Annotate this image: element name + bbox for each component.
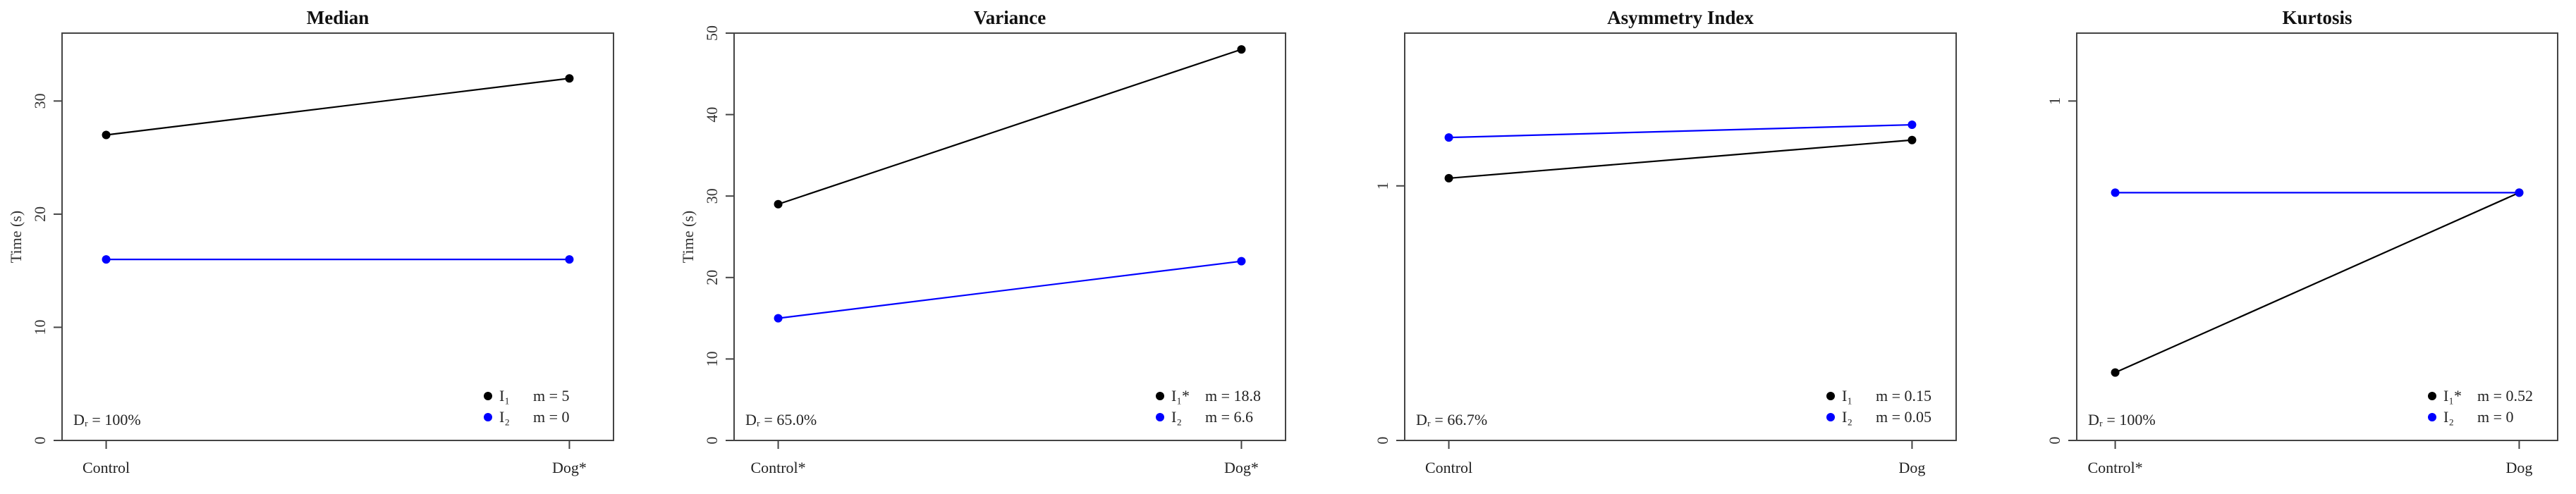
y-tick-label: 20: [703, 270, 721, 285]
y-tick-label: 1: [2046, 97, 2063, 105]
data-point: [102, 255, 111, 264]
y-tick-label: 1: [1374, 182, 1391, 190]
legend-marker: [2428, 392, 2436, 400]
legend-label: I₁*: [1171, 387, 1190, 405]
chart-title: Asymmetry Index: [1607, 7, 1754, 28]
y-tick-label: 0: [2046, 437, 2063, 445]
dr-label: Dᵣ = 66.7%: [1416, 411, 1487, 428]
dr-label: Dᵣ = 65.0%: [745, 411, 817, 428]
x-tick-label: Dog*: [1224, 459, 1259, 476]
data-point: [565, 255, 574, 264]
data-point: [1907, 121, 1917, 130]
chart-title: Variance: [974, 7, 1046, 28]
chart-title: Median: [307, 7, 370, 28]
legend-label: I₂: [2443, 408, 2454, 426]
chart-panel-4: Kurtosis 0 1 Control* Dog Dᵣ = 100% I₁* m = 0.5…: [2046, 7, 2558, 476]
y-axis-label: Time (s): [679, 211, 697, 263]
x-tick-label: Control*: [750, 459, 805, 476]
data-point: [774, 314, 783, 323]
y-tick-label: 0: [1374, 437, 1391, 445]
data-point: [1237, 45, 1246, 54]
x-tick-label: Control*: [2087, 459, 2142, 476]
data-point: [1907, 135, 1917, 144]
chart-title: Kurtosis: [2282, 7, 2352, 28]
legend-marker: [1826, 413, 1835, 421]
legend-marker: [1156, 413, 1164, 421]
y-tick-label: 0: [703, 437, 721, 445]
legend-label: I₂: [1842, 408, 1852, 426]
legend-m-value: m = 0: [533, 408, 570, 426]
y-tick-label: 10: [703, 351, 721, 366]
legend-marker: [484, 413, 492, 421]
series-line-1: [106, 78, 570, 136]
legend-m-value: m = 0.05: [1876, 408, 1931, 426]
data-point: [1237, 257, 1246, 266]
plot-frame: [61, 32, 614, 441]
legend-m-value: m = 18.8: [1205, 387, 1261, 405]
series-line-1: [2115, 192, 2520, 373]
y-axis-label: Time (s): [7, 211, 25, 263]
chart-panel-3: Asymmetry Index 0 1 Control Dog Dᵣ = 66.7% I₁ m…: [1374, 7, 1957, 476]
legend-m-value: m = 6.6: [1205, 408, 1253, 426]
data-point: [565, 74, 574, 83]
x-tick-label: Dog: [2505, 459, 2532, 476]
y-tick-label: 30: [31, 93, 49, 109]
x-tick-label: Dog: [1898, 459, 1925, 476]
legend-m-value: m = 5: [533, 387, 570, 405]
legend-m-value: m = 0.15: [1876, 387, 1931, 405]
legend-m-value: m = 0: [2477, 408, 2514, 426]
dr-label: Dᵣ = 100%: [73, 411, 141, 428]
legend-marker: [1156, 392, 1164, 400]
plot-frame: [2076, 32, 2558, 441]
legend-m-value: m = 0.52: [2477, 387, 2533, 405]
legend-marker: [484, 392, 492, 400]
series-line-1: [778, 49, 1242, 205]
dr-label: Dᵣ = 100%: [2088, 411, 2156, 428]
y-tick-label: 50: [703, 25, 721, 41]
series-line-2: [778, 260, 1242, 319]
y-tick-label: 10: [31, 319, 49, 335]
series-line-1: [1448, 139, 1912, 180]
y-tick-label: 0: [31, 437, 49, 445]
data-point: [2111, 368, 2120, 377]
x-tick-label: Control: [83, 459, 130, 476]
legend-label: I₁: [1842, 387, 1852, 405]
legend-marker: [2428, 413, 2436, 421]
series-line-2: [1448, 123, 1912, 139]
y-tick-label: 40: [703, 107, 721, 123]
legend-label: I₂: [499, 408, 510, 426]
plot-frame: [733, 32, 1286, 441]
x-tick-label: Dog*: [552, 459, 587, 476]
data-point: [102, 130, 111, 140]
y-tick-label: 20: [31, 206, 49, 222]
chart-panel-2: Variance 0 10 20 30 40 50 Time (s) Control* Dog* D…: [679, 7, 1286, 476]
y-tick-label: 30: [703, 188, 721, 204]
legend-label: I₂: [1171, 408, 1182, 426]
legend-label: I₁: [499, 387, 510, 405]
data-point: [1444, 173, 1453, 183]
legend-label: I₁*: [2443, 387, 2462, 405]
data-point: [2515, 188, 2524, 197]
plot-frame: [1404, 32, 1957, 441]
legend-marker: [1826, 392, 1835, 400]
data-point: [774, 199, 783, 209]
data-point: [2111, 188, 2120, 197]
chart-panel-1: Median 0 10 20 30 Time (s) Control Dog* Dᵣ = 100…: [7, 7, 614, 476]
x-tick-label: Control: [1425, 459, 1472, 476]
data-point: [1444, 133, 1453, 142]
